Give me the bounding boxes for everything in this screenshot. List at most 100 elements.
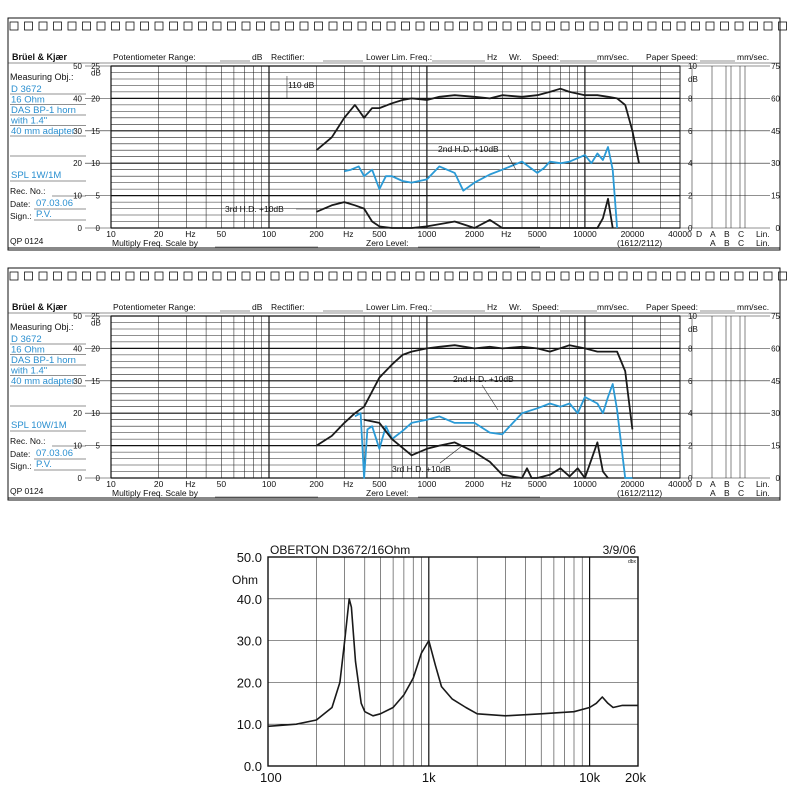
perforation-square: [126, 272, 134, 280]
right-scale-inner: 0: [776, 224, 781, 233]
perforation-square: [706, 272, 714, 280]
measuring-obj-line: D 3672: [11, 84, 42, 95]
perforation-square: [518, 272, 526, 280]
perforation-square: [735, 22, 743, 30]
abc-label: Lin.: [756, 238, 770, 248]
left-scale-inner: 10: [91, 409, 100, 418]
perforation-square: [344, 272, 352, 280]
qp-label: QP 0124: [10, 236, 44, 246]
perforation-square: [344, 22, 352, 30]
imp-x-tick: 20k: [625, 770, 646, 785]
perforation-square: [474, 272, 482, 280]
code-label: (1612/2112): [617, 488, 662, 498]
right-scale-inner: 15: [771, 442, 780, 451]
perforation-square: [39, 22, 47, 30]
date-value: 07.03.06: [36, 198, 73, 209]
perforation-square: [605, 22, 613, 30]
left-scale-inner: 20: [91, 344, 100, 353]
imp-y-tick: 20.0: [237, 675, 262, 690]
perforation-square: [54, 22, 62, 30]
perforation-square: [706, 22, 714, 30]
annotation-3rd-hd: 3rd H.D. +10dB: [225, 204, 284, 214]
freq-label: 50: [217, 479, 227, 489]
freq-label: 100: [262, 229, 276, 239]
perforation-square: [83, 22, 91, 30]
left-scale-outer: 50: [73, 62, 82, 71]
potentiometer-label: Potentiometer Range:: [113, 302, 196, 312]
left-scale-inner: 20: [91, 94, 100, 103]
abc-label: Lin.: [756, 488, 770, 498]
speed-unit-label: mm/sec.: [597, 302, 629, 312]
perforation-square: [286, 272, 294, 280]
perforation-square: [25, 272, 33, 280]
right-scale-inner: 30: [771, 409, 780, 418]
left-scale-inner: 5: [96, 442, 101, 451]
code-label: (1612/2112): [617, 238, 662, 248]
brand-label: Brüel & Kjær: [12, 302, 68, 312]
perforation-square: [532, 272, 540, 280]
annotation-110db: 110 dB: [288, 80, 315, 90]
left-db-label: dB: [91, 68, 101, 77]
perforation-square: [199, 22, 207, 30]
perforation-square: [155, 22, 163, 30]
perforation-square: [445, 272, 453, 280]
perforation-square: [25, 22, 33, 30]
left-scale-outer: 0: [78, 474, 83, 483]
measuring-obj-line: 40 mm adapter: [11, 376, 75, 387]
perforation-square: [155, 272, 163, 280]
left-scale-outer: 20: [73, 159, 82, 168]
perforation-square: [431, 22, 439, 30]
paper-unit-label: mm/sec.: [737, 302, 769, 312]
perforation-square: [213, 272, 221, 280]
impedance-date: 3/9/06: [603, 543, 637, 557]
left-scale-inner: 0: [96, 474, 101, 483]
wr-label: Wr.: [509, 302, 522, 312]
freq-label: 10000: [573, 229, 597, 239]
perforation-square: [373, 22, 381, 30]
paper-speed-label: Paper Speed:: [646, 302, 698, 312]
freq-label: 200: [309, 479, 323, 489]
abc-label: C: [738, 488, 744, 498]
series-1-line: [344, 147, 617, 228]
left-scale-inner: 0: [96, 224, 101, 233]
abc-label: A: [710, 488, 716, 498]
brand-label: Brüel & Kjær: [12, 52, 68, 62]
right-scale-inner: 0: [776, 474, 781, 483]
sign-label: Sign.:: [10, 461, 32, 471]
right-scale-inner: 45: [771, 377, 780, 386]
perforation-square: [460, 272, 468, 280]
right-scale-inner: 15: [771, 192, 780, 201]
imp-y-tick: 40.0: [237, 592, 262, 607]
left-scale-inner: 15: [91, 377, 100, 386]
hz-label: Hz: [487, 52, 497, 62]
right-scale-inner: 60: [771, 344, 780, 353]
spl-title: SPL 10W/1M: [11, 420, 67, 431]
left-scale-outer: 10: [73, 192, 82, 201]
freq-label: 200: [309, 229, 323, 239]
freq-label: 1000: [417, 479, 436, 489]
sign-value: P.V.: [36, 209, 52, 220]
perforation-square: [228, 272, 236, 280]
left-scale-inner: 5: [96, 192, 101, 201]
perforation-square: [329, 22, 337, 30]
left-scale-outer: 40: [73, 94, 82, 103]
perforation-square: [721, 22, 729, 30]
wr-label: Wr.: [509, 52, 522, 62]
perforation-square: [677, 272, 685, 280]
freq-label: Hz: [501, 479, 511, 489]
perforation-square: [590, 272, 598, 280]
perforation-square: [141, 272, 149, 280]
perforation-square: [68, 22, 76, 30]
zero-level-label: Zero Level:: [366, 488, 409, 498]
perforation-square: [576, 22, 584, 30]
perforation-square: [54, 272, 62, 280]
right-db-label: dB: [688, 75, 698, 84]
freq-label: 1000: [417, 229, 436, 239]
pot-unit-label: dB: [252, 52, 263, 62]
perforation-square: [315, 22, 323, 30]
perforation-square: [141, 22, 149, 30]
imp-y-tick: 30.0: [237, 634, 262, 649]
perforation-square: [605, 272, 613, 280]
perforation-square: [445, 22, 453, 30]
